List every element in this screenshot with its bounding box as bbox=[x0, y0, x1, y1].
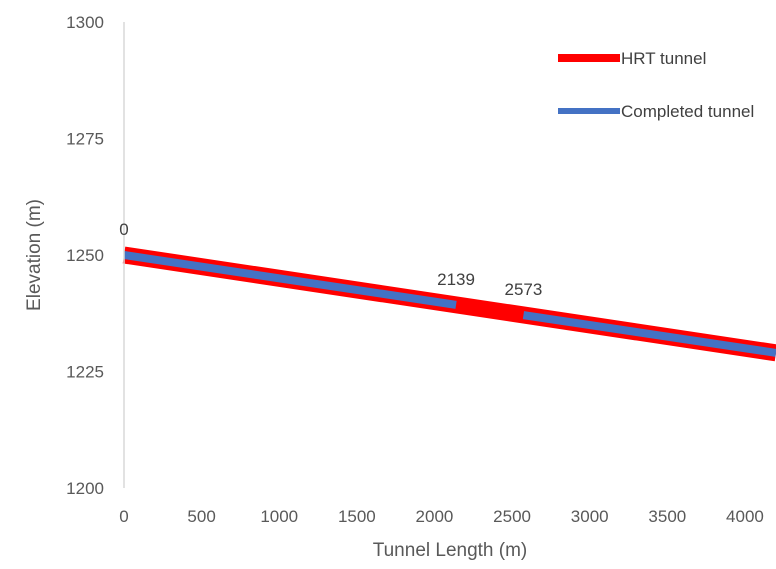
x-tick-label: 2500 bbox=[493, 507, 531, 526]
x-tick-label: 500 bbox=[187, 507, 215, 526]
plot-area bbox=[122, 246, 776, 362]
y-tick-label: 1275 bbox=[66, 130, 104, 149]
legend: HRT tunnel Completed tunnel bbox=[558, 49, 754, 121]
y-tick-label: 1250 bbox=[66, 246, 104, 265]
x-tick-label: 1500 bbox=[338, 507, 376, 526]
series-line-completed-tunnel-1 bbox=[123, 251, 457, 309]
y-tick-label: 1300 bbox=[66, 13, 104, 32]
x-tick-label: 2000 bbox=[416, 507, 454, 526]
y-tick-label: 1200 bbox=[66, 479, 104, 498]
y-tick-labels: 1200 1225 1250 1275 1300 bbox=[66, 13, 104, 498]
data-label: 0 bbox=[119, 220, 128, 239]
x-tick-label: 3000 bbox=[571, 507, 609, 526]
y-tick-label: 1225 bbox=[66, 363, 104, 382]
data-labels: 0 2139 2573 bbox=[119, 220, 542, 299]
legend-label: HRT tunnel bbox=[621, 49, 706, 68]
x-tick-labels: 0 500 1000 1500 2000 2500 3000 3500 4000 bbox=[119, 507, 764, 526]
x-tick-label: 3500 bbox=[648, 507, 686, 526]
x-tick-label: 0 bbox=[119, 507, 128, 526]
x-tick-label: 4000 bbox=[726, 507, 764, 526]
y-axis-title: Elevation (m) bbox=[24, 199, 45, 311]
data-label: 2573 bbox=[505, 280, 543, 299]
data-label: 2139 bbox=[437, 270, 475, 289]
x-tick-label: 1000 bbox=[260, 507, 298, 526]
x-axis-title: Tunnel Length (m) bbox=[373, 540, 528, 561]
series-line-completed-tunnel-2 bbox=[522, 311, 776, 357]
legend-label: Completed tunnel bbox=[621, 102, 754, 121]
